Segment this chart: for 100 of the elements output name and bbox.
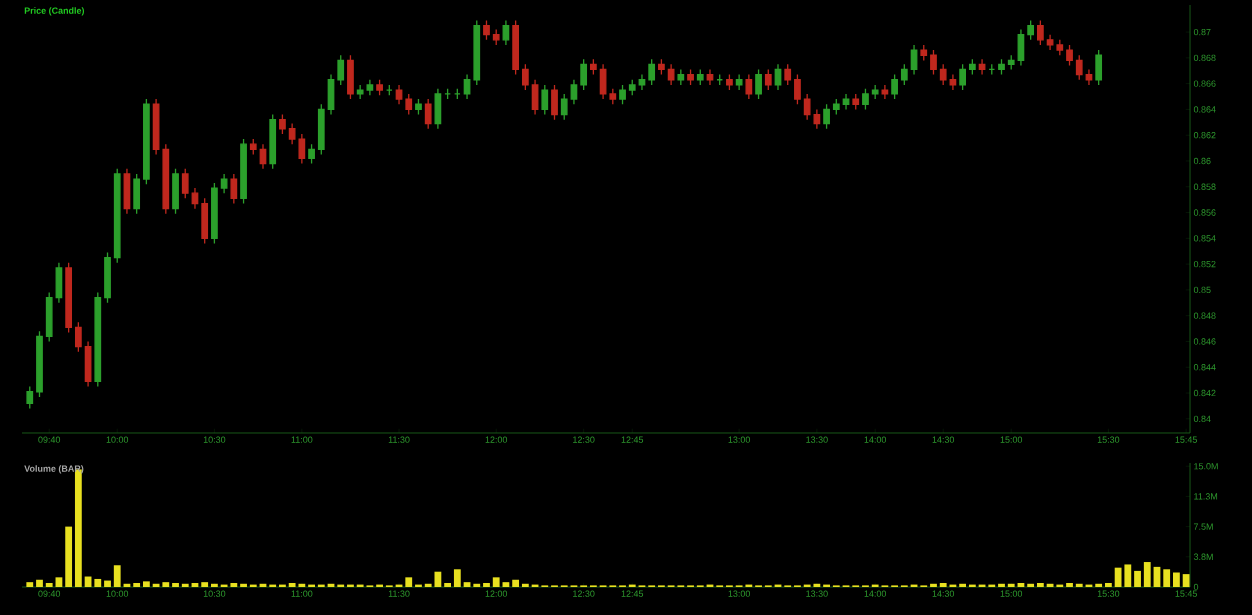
candlestick [113, 168, 121, 264]
candlestick [658, 58, 665, 76]
y-tick-label: 0.87 [1193, 28, 1211, 36]
y-tick-label: 0.852 [1193, 260, 1216, 268]
candlestick [706, 68, 714, 86]
bar [152, 583, 160, 587]
candlestick [347, 54, 354, 100]
y-tick-label: 0.858 [1193, 183, 1216, 190]
bar [201, 582, 209, 587]
y-tick-label: 0.868 [1193, 54, 1216, 62]
x-tick-label: 09:40 [38, 590, 61, 597]
x-tick-label: 10:00 [106, 436, 129, 443]
bar [45, 582, 53, 587]
candlestick [376, 79, 383, 96]
x-tick-label: 11:00 [291, 436, 313, 443]
candlestick [395, 84, 403, 105]
x-tick-label: 12:30 [573, 436, 595, 443]
candlestick [949, 73, 957, 91]
candlestick [463, 73, 471, 100]
candlestick [920, 44, 928, 62]
bar [1104, 582, 1112, 587]
candlestick [1095, 49, 1103, 86]
candlestick [852, 93, 860, 111]
bar [36, 579, 43, 587]
candlestick [998, 58, 1005, 76]
x-tick-label: 15:30 [1097, 436, 1120, 443]
bar [1143, 562, 1151, 587]
y-tick-label: 7.5M [1193, 523, 1213, 530]
x-tick-label: 11:30 [388, 590, 410, 597]
x-tick-label: 10:00 [106, 590, 129, 597]
x-tick-label: 14:30 [932, 590, 955, 597]
candlestick [813, 108, 821, 130]
candlestick [745, 73, 753, 100]
candlestick [832, 98, 840, 116]
candlestick [696, 68, 704, 86]
x-tick-label: 10:30 [203, 590, 226, 597]
candlestick [774, 63, 782, 91]
candlestick [191, 187, 199, 210]
candlestick [26, 385, 34, 410]
candlestick [172, 168, 179, 215]
y-tick-label: 0.846 [1193, 338, 1216, 345]
candlestick [453, 88, 461, 100]
x-tick-label: 14:30 [932, 436, 955, 443]
candlestick [580, 58, 588, 91]
candlestick [755, 68, 762, 100]
y-tick-label: 0 [1193, 583, 1199, 591]
candlestick [211, 182, 218, 245]
candlestick [881, 84, 889, 100]
candlestick [405, 93, 413, 116]
candlestick [551, 84, 558, 121]
bar [502, 582, 510, 587]
candlestick [764, 68, 772, 91]
bar [492, 577, 500, 587]
candlestick [94, 291, 102, 388]
x-tick-label: 13:00 [728, 436, 750, 443]
candlestick [1027, 19, 1035, 41]
bar [1182, 574, 1190, 587]
candlestick [269, 113, 277, 170]
candlestick [784, 63, 792, 86]
candlestick [667, 63, 675, 86]
y-tick-label: 0.854 [1193, 235, 1216, 242]
x-tick-label: 11:00 [291, 590, 313, 597]
bar [1134, 570, 1141, 587]
candlestick [560, 93, 568, 121]
bar [473, 583, 481, 587]
bar [1114, 567, 1122, 587]
candlestick [628, 79, 636, 96]
candlestick [794, 73, 801, 105]
candlestick [415, 98, 422, 116]
candlestick [230, 173, 238, 205]
x-tick-label: 12:00 [485, 590, 508, 597]
bar [453, 569, 461, 587]
candlestick [871, 84, 879, 100]
bar [1007, 583, 1015, 587]
bar [813, 583, 821, 587]
candlestick [968, 58, 976, 76]
bar [405, 577, 413, 587]
candlestick [483, 19, 490, 41]
x-tick-label: 12:45 [621, 436, 644, 443]
candlestick [308, 143, 315, 165]
y-tick-label: 15.0M [1194, 463, 1218, 470]
candlestick [45, 291, 53, 343]
bar [162, 582, 170, 587]
bar [55, 577, 63, 587]
candlestick [36, 330, 43, 398]
candlestick [735, 73, 743, 91]
bar [288, 582, 296, 587]
candlestick [240, 138, 247, 205]
x-tick-label: 15:45 [1175, 436, 1197, 443]
y-tick-label: 0.86 [1193, 157, 1211, 165]
candlestick [249, 138, 257, 156]
candlestick [959, 63, 966, 91]
bar [939, 582, 947, 587]
candlestick [590, 58, 597, 76]
candlestick [677, 68, 685, 86]
bar [483, 582, 490, 587]
bar [434, 571, 442, 587]
candlestick [104, 251, 111, 304]
y-tick-label: 0.844 [1193, 364, 1216, 371]
bar [998, 583, 1005, 587]
